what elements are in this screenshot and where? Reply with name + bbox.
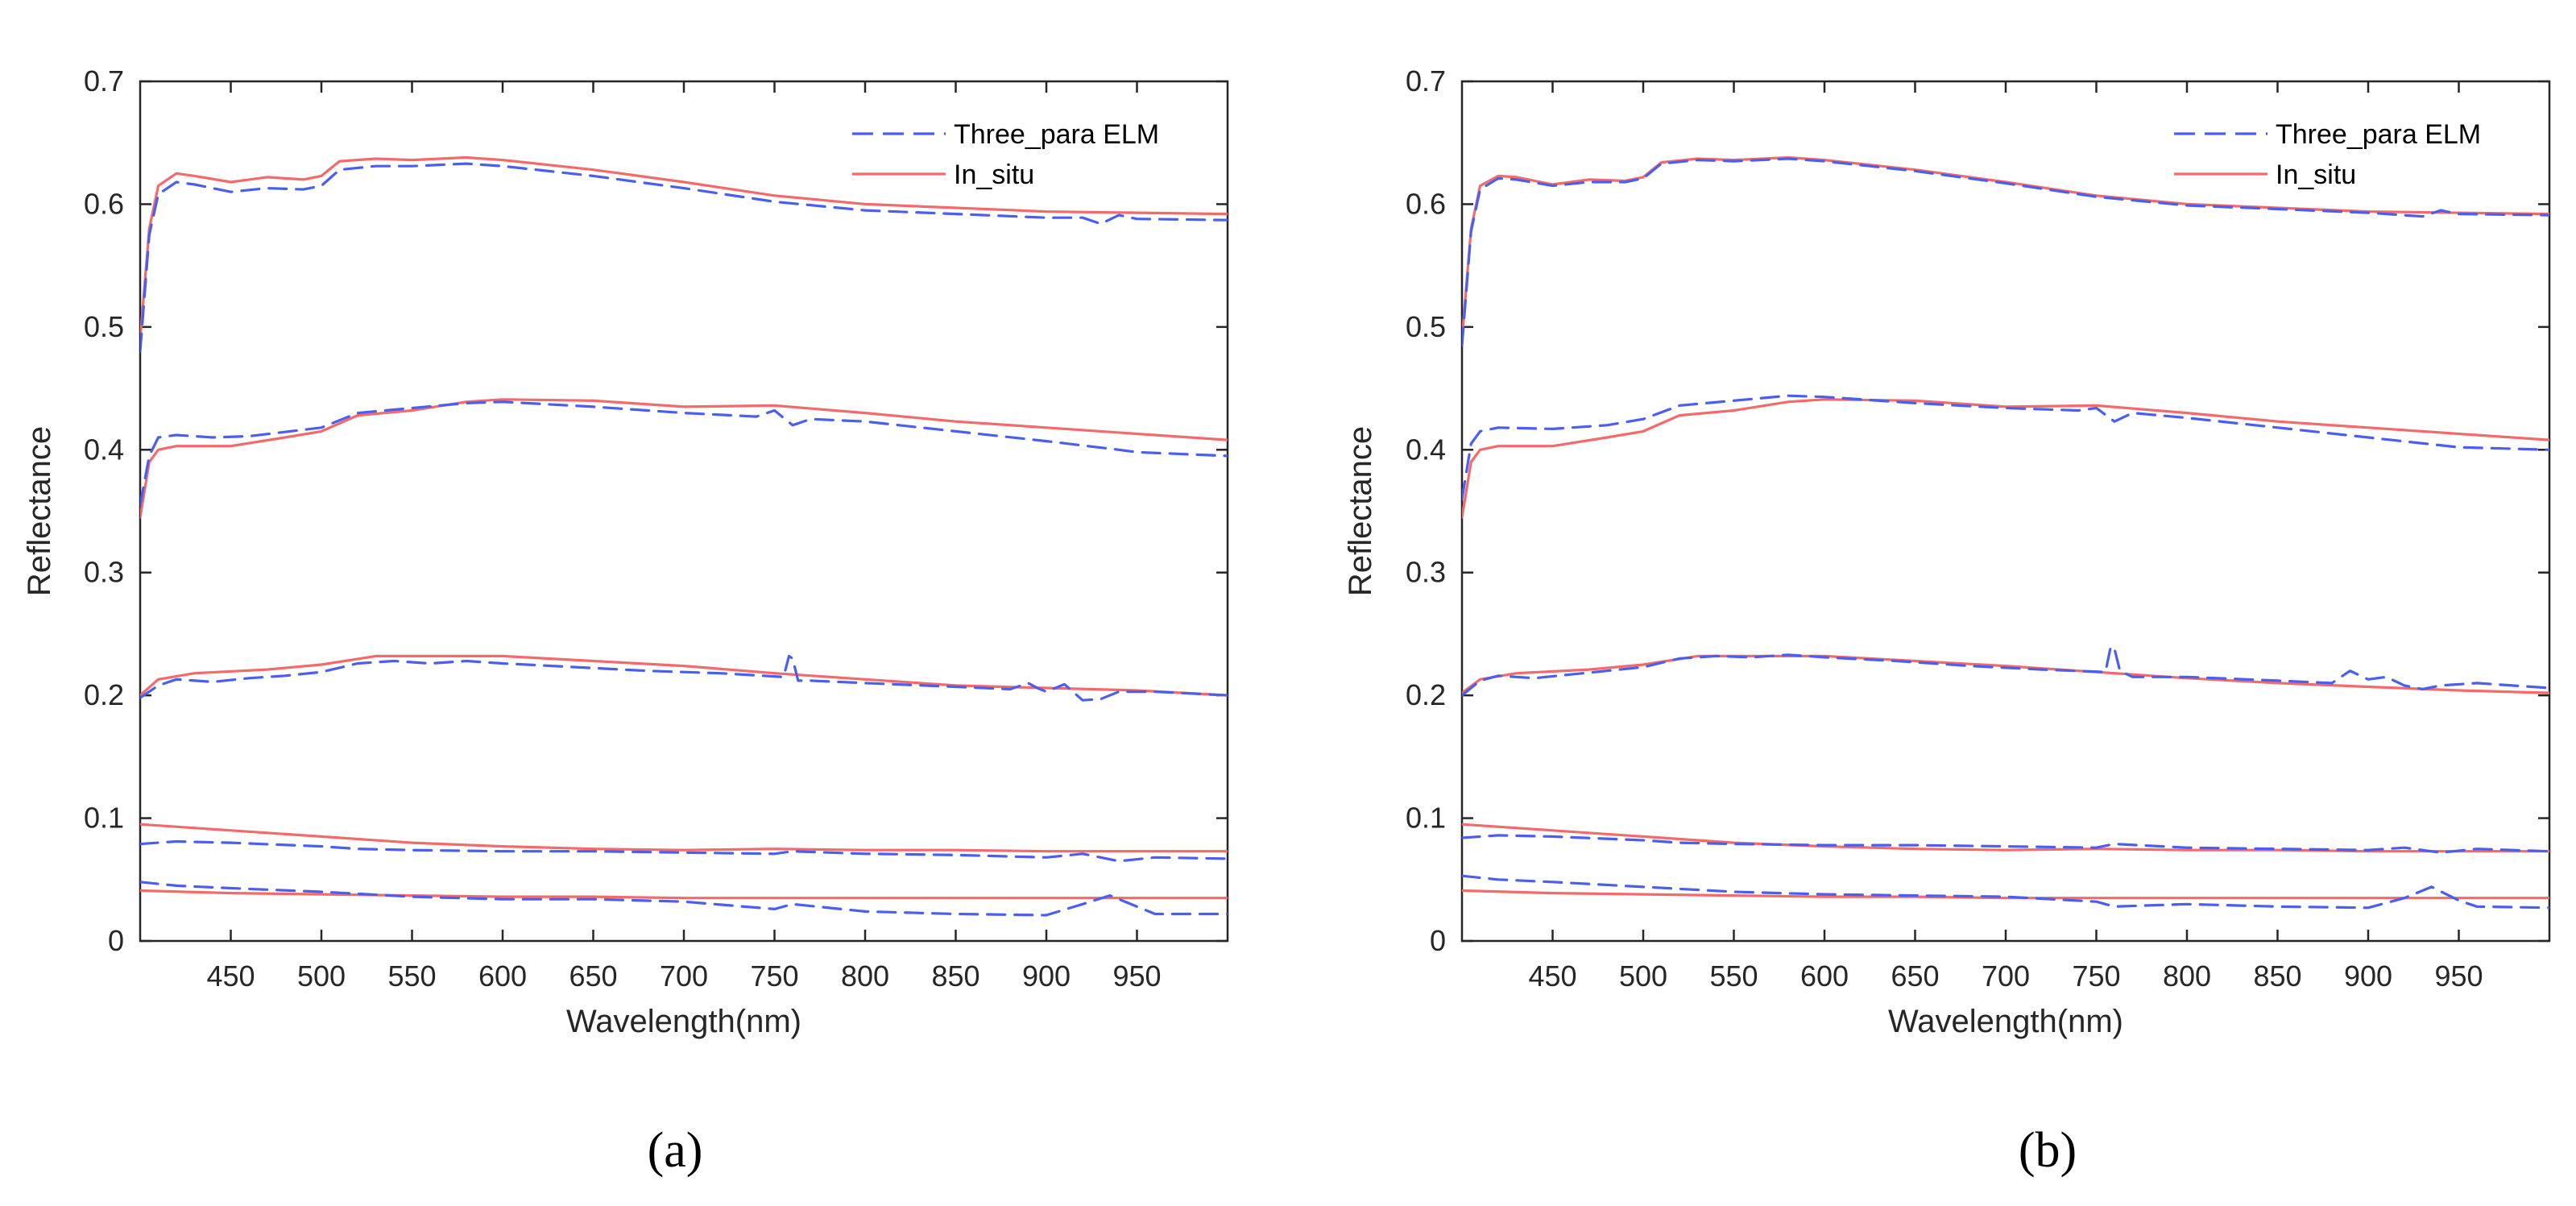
- y-tick-label: 0.1: [84, 802, 124, 835]
- y-axis-label: Reflectance: [22, 426, 57, 596]
- x-tick-label: 700: [1982, 959, 2030, 993]
- chart-panel-a: 0 0.1 0.2 0.3 0.4 0.5 0.6 0.7 450 500 550 600 650 700…: [22, 64, 1229, 1039]
- y-tick-label: 0.3: [84, 556, 124, 589]
- y-tick-label: 0: [1430, 924, 1446, 957]
- y-tick-label: 0.7: [1406, 64, 1446, 97]
- y-tick-label: 0.4: [84, 433, 124, 466]
- series-three-para-elm-2: [1462, 394, 2549, 500]
- caption-b: (b): [2019, 1123, 2077, 1178]
- series-in-situ-2: [140, 398, 1228, 519]
- series-in-situ-4: [140, 823, 1228, 853]
- series-in-situ-3: [1462, 654, 2549, 694]
- x-tick-label: 900: [1022, 959, 1071, 993]
- series-three-para-elm-5: [140, 881, 1228, 917]
- x-tick-label: 600: [478, 959, 527, 993]
- x-axis-label: Wavelength(nm): [566, 1004, 801, 1039]
- y-tick-label: 0.6: [1406, 187, 1446, 220]
- x-tick-label: 650: [569, 959, 617, 993]
- y-tick-label: 0.3: [1406, 556, 1446, 589]
- caption-a: (a): [648, 1123, 703, 1178]
- series-in-situ-2: [1462, 398, 2549, 519]
- series-three-para-elm-5: [1462, 874, 2549, 910]
- series-in-situ-5: [140, 889, 1228, 900]
- x-tick-label: 450: [206, 959, 255, 993]
- x-tick-label: 500: [1619, 959, 1667, 993]
- legend-label: In_situ: [954, 160, 1034, 190]
- series-in-situ-5: [1462, 889, 2549, 900]
- x-tick-label: 950: [2434, 959, 2483, 993]
- series-group: [1462, 155, 2549, 910]
- x-tick-label: 800: [2163, 959, 2211, 993]
- legend-label: Three_para ELM: [954, 119, 1159, 150]
- x-tick-label: 850: [931, 959, 979, 993]
- x-tick-label: 550: [1709, 959, 1758, 993]
- x-axis-label: Wavelength(nm): [1888, 1004, 2123, 1039]
- series-three-para-elm-2: [140, 400, 1228, 507]
- y-tick-label: 0.7: [84, 64, 124, 97]
- y-tick-label: 0.2: [84, 678, 124, 711]
- series-three-para-elm-4: [1462, 834, 2549, 854]
- x-tick-label: 700: [660, 959, 708, 993]
- series-three-para-elm-3: [1462, 644, 2549, 697]
- y-tick-label: 0.4: [1406, 433, 1446, 466]
- y-tick-label: 0.1: [1406, 802, 1446, 835]
- x-tick-label: 900: [2344, 959, 2392, 993]
- series-three-para-elm-3: [140, 654, 1228, 702]
- x-tick-label: 950: [1112, 959, 1161, 993]
- series-in-situ-1: [140, 155, 1228, 341]
- series-three-para-elm-4: [140, 839, 1228, 863]
- y-tick-label: 0.5: [84, 310, 124, 343]
- y-tick-label: 0.5: [1406, 310, 1446, 343]
- chart-panel-b: 0 0.1 0.2 0.3 0.4 0.5 0.6 0.7 450 500 550 600 650 700…: [1343, 64, 2551, 1039]
- x-tick-label: 750: [2072, 959, 2120, 993]
- x-tick-label: 800: [841, 959, 889, 993]
- y-tick-label: 0: [108, 924, 124, 957]
- series-three-para-elm-1: [1462, 157, 2549, 347]
- x-tick-label: 600: [1800, 959, 1849, 993]
- series-group: [140, 155, 1228, 917]
- x-tick-label: 850: [2253, 959, 2301, 993]
- y-tick-label: 0.2: [1406, 678, 1446, 711]
- x-tick-label: 750: [750, 959, 798, 993]
- x-tick-label: 450: [1528, 959, 1576, 993]
- series-three-para-elm-1: [140, 162, 1228, 353]
- x-tick-label: 500: [297, 959, 346, 993]
- legend-label: Three_para ELM: [2276, 119, 2481, 150]
- y-axis-label: Reflectance: [1343, 426, 1378, 596]
- x-tick-label: 650: [1891, 959, 1939, 993]
- y-tick-label: 0.6: [84, 187, 124, 220]
- series-in-situ-1: [1462, 155, 2549, 341]
- x-tick-label: 550: [387, 959, 436, 993]
- legend-label: In_situ: [2276, 160, 2356, 190]
